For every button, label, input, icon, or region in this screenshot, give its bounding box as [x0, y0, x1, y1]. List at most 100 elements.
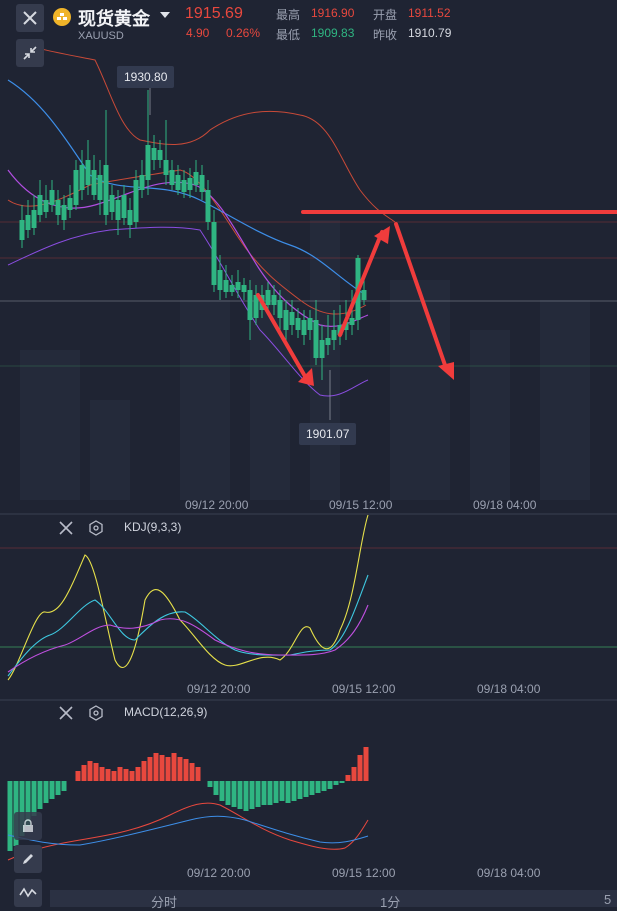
price-change: 4.90 [186, 26, 210, 40]
macd-x-tick-2: 09/15 12:00 [332, 866, 396, 880]
period-tab-bar [50, 890, 617, 907]
hexagon-settings-icon[interactable] [88, 705, 104, 721]
close-icon[interactable] [58, 520, 74, 536]
macd-histogram-bar [43, 781, 49, 803]
candle [199, 165, 205, 200]
candle [235, 270, 241, 298]
caret-down-icon[interactable] [160, 12, 170, 18]
candle [55, 190, 61, 225]
candle [121, 185, 127, 225]
main-x-tick-2: 09/15 12:00 [329, 498, 393, 512]
macd-histogram-bar [195, 767, 201, 781]
macd-histogram-bar [49, 781, 55, 799]
macd-title: MACD(12,26,9) [124, 705, 208, 719]
macd-histogram-bar [31, 781, 37, 816]
macd-histogram-bar [225, 781, 231, 805]
candle [193, 160, 199, 192]
candle [73, 160, 79, 210]
close-icon [23, 11, 37, 25]
close-icon[interactable] [58, 705, 74, 721]
tab-1min[interactable]: 1分 [380, 895, 401, 910]
prev-close-label: 昨收 [373, 28, 398, 42]
symbol-name[interactable]: 现货黄金 [78, 9, 150, 29]
candle [253, 285, 259, 325]
low-value: 1909.83 [311, 26, 355, 40]
lock-button[interactable] [14, 812, 42, 840]
macd-histogram-bar [339, 781, 345, 783]
macd-histogram-bar [291, 781, 297, 801]
macd-histogram-bar [309, 781, 315, 795]
candle [37, 180, 43, 222]
low-label: 最低 [276, 28, 301, 42]
indicator-button[interactable] [14, 879, 42, 907]
ma-purple [7, 169, 369, 327]
macd-histogram-bar [93, 763, 99, 781]
macd-histogram-bar [285, 781, 291, 803]
candle [271, 285, 277, 315]
kdj-j-line [7, 514, 369, 681]
hexagon-settings-icon[interactable] [88, 520, 104, 536]
macd-histogram-bar [165, 757, 171, 781]
macd-histogram-bar [327, 781, 333, 789]
macd-histogram-bar [37, 781, 43, 809]
macd-histogram-bar [189, 763, 195, 781]
macd-histogram-bar [213, 781, 219, 795]
symbol-code: XAUUSD [78, 30, 124, 42]
tab-5min[interactable]: 5 [604, 892, 612, 907]
macd-histogram-bar [207, 781, 213, 787]
macd-histogram-bar [261, 781, 267, 805]
macd-histogram-bar [123, 769, 129, 781]
candle [211, 210, 217, 292]
candle [175, 165, 181, 195]
macd-histogram-bar [153, 753, 159, 781]
candle [169, 160, 175, 190]
high-label: 最高 [276, 8, 301, 22]
macd-histogram-bar [87, 761, 93, 781]
candle [247, 280, 253, 340]
macd-histogram-bar [345, 775, 351, 781]
candle [97, 160, 103, 215]
macd-histogram-bar [99, 767, 105, 781]
macd-x-tick-1: 09/12 20:00 [187, 866, 251, 880]
candle [31, 195, 37, 235]
candle [61, 195, 67, 230]
candle [325, 315, 331, 355]
candle [79, 150, 85, 200]
candle [313, 300, 319, 365]
candle [139, 160, 145, 198]
candle [19, 205, 25, 248]
quote-header: 现货黄金 XAUUSD 1915.69 4.90 0.26% 最高 1916.9… [0, 0, 617, 48]
macd-histogram-bar [19, 781, 25, 836]
macd-histogram-bar [255, 781, 261, 807]
candle [289, 300, 295, 335]
kdj-x-tick-2: 09/15 12:00 [332, 682, 396, 696]
macd-histogram-bar [351, 767, 357, 781]
tab-timeshare[interactable]: 分时 [151, 895, 178, 910]
macd-histogram-bar [333, 781, 339, 785]
macd-histogram-bar [279, 781, 285, 801]
prev-close-value: 1910.79 [408, 26, 452, 40]
macd-histogram-bar [25, 781, 31, 826]
draw-button[interactable] [14, 845, 42, 873]
macd-histogram-bar [231, 781, 237, 807]
macd-histogram-bar [105, 769, 111, 781]
kdj-title: KDJ(9,3,3) [124, 520, 182, 534]
price-change-pct: 0.26% [226, 26, 261, 40]
candle [295, 308, 301, 338]
candle [145, 90, 151, 195]
open-label: 开盘 [373, 8, 398, 22]
min-price-label: 1901.07 [299, 423, 357, 445]
macd-histogram-bar [249, 781, 255, 809]
wave-icon [19, 887, 37, 898]
collapse-button[interactable] [16, 39, 44, 67]
candle [49, 180, 55, 212]
high-value: 1916.90 [311, 6, 355, 20]
candle [277, 290, 283, 330]
close-button[interactable] [16, 4, 44, 32]
candle [331, 310, 337, 350]
candle [85, 140, 91, 195]
candle [229, 275, 235, 296]
macd-histogram-bar [177, 757, 183, 781]
kdj-x-tick-1: 09/12 20:00 [187, 682, 251, 696]
